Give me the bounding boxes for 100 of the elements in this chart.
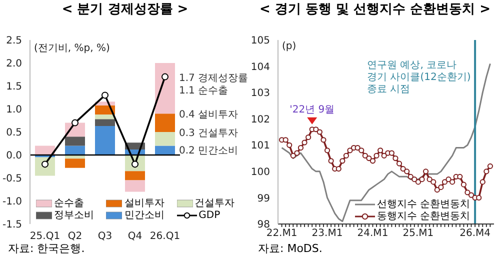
point bbox=[381, 152, 387, 158]
bar bbox=[155, 132, 175, 146]
point bbox=[438, 184, 444, 190]
y-tick-label: 102 bbox=[250, 114, 270, 126]
point bbox=[336, 166, 342, 172]
x-tick-label: Q3 bbox=[98, 231, 112, 242]
y-tick-label: 105 bbox=[250, 36, 270, 47]
annotation: 0.4 설비투자 bbox=[179, 110, 238, 121]
point bbox=[313, 126, 319, 132]
bar bbox=[95, 119, 115, 126]
point bbox=[320, 137, 326, 143]
bar bbox=[95, 114, 115, 120]
point bbox=[306, 134, 312, 140]
point bbox=[362, 152, 368, 158]
x-tick-label: 24.M1 bbox=[357, 228, 388, 240]
x-tick-label: Q4 bbox=[128, 231, 142, 242]
point bbox=[298, 144, 304, 151]
y-axis-title: (p) bbox=[282, 41, 296, 52]
line-series bbox=[281, 62, 491, 222]
point bbox=[302, 140, 308, 146]
bar bbox=[125, 180, 145, 192]
legend-label: GDP bbox=[198, 210, 220, 221]
legend-label: 민간소비 bbox=[124, 210, 164, 221]
point bbox=[446, 176, 452, 182]
point bbox=[316, 129, 322, 135]
chart-title: < 분기 경제성장률 > bbox=[60, 1, 190, 19]
point bbox=[404, 168, 410, 174]
point bbox=[347, 148, 353, 154]
x-tick-label: 22.M1 bbox=[266, 228, 298, 240]
annotation: 1.7 경제성장률 bbox=[179, 72, 248, 84]
point bbox=[460, 182, 466, 188]
chart-title: < 경기 동행 및 선행지수 순환변동치 > bbox=[258, 1, 492, 19]
bar bbox=[125, 171, 145, 180]
bar bbox=[65, 158, 85, 168]
point bbox=[294, 150, 300, 156]
point bbox=[484, 168, 490, 174]
point bbox=[374, 152, 380, 158]
annotation: '22년 9월 bbox=[290, 104, 335, 116]
text: 자료: 한국은행. bbox=[7, 242, 86, 256]
point bbox=[442, 179, 448, 185]
point bbox=[480, 179, 486, 185]
y-tick-label: 100 bbox=[250, 166, 270, 178]
point bbox=[340, 158, 346, 164]
point bbox=[426, 176, 432, 182]
legend-label: 정부소비 bbox=[54, 210, 94, 221]
point bbox=[162, 73, 168, 80]
point bbox=[415, 179, 422, 185]
x-tick-label: Q2 bbox=[68, 231, 82, 242]
point bbox=[400, 166, 406, 172]
point bbox=[487, 163, 494, 169]
annotation: 1.1 순수출 bbox=[179, 86, 228, 97]
bar bbox=[155, 146, 175, 155]
point bbox=[72, 119, 78, 126]
ref-line-label: 연구원 예상, 코로나 경기 사이클(12순환기) 종료 시점 bbox=[367, 60, 471, 95]
bar bbox=[155, 63, 175, 114]
bar bbox=[65, 146, 85, 155]
y-tick-label: 103 bbox=[250, 88, 270, 100]
y-tick-label: -0.5 bbox=[2, 174, 22, 185]
legend-label: 동행지수 순환변동치 bbox=[376, 211, 470, 222]
bar bbox=[65, 136, 85, 146]
point bbox=[102, 92, 108, 99]
point bbox=[422, 168, 429, 174]
y-tick-label: 0.5 bbox=[6, 128, 22, 139]
bar bbox=[95, 126, 115, 155]
y-tick-label: 104 bbox=[250, 62, 270, 73]
point bbox=[290, 152, 296, 158]
point bbox=[324, 148, 330, 154]
point bbox=[434, 187, 440, 193]
point bbox=[396, 160, 402, 166]
y-tick-label: 1.0 bbox=[6, 104, 22, 116]
point bbox=[328, 158, 334, 164]
point bbox=[388, 150, 394, 156]
point bbox=[370, 158, 376, 164]
x-tick-label: 25.Q1 bbox=[30, 231, 60, 242]
x-tick-label: 23.M1 bbox=[312, 228, 343, 240]
y-tick-label: 1.5 bbox=[6, 82, 22, 93]
y-axis-title: (전기비, %p, %) bbox=[34, 42, 110, 55]
y-tick-label: 0.0 bbox=[6, 150, 22, 162]
y-tick-label: 2.5 bbox=[6, 36, 22, 47]
legend-label: 순수출 bbox=[54, 198, 84, 209]
legend-label: 설비투자 bbox=[124, 198, 164, 209]
point bbox=[282, 137, 288, 143]
x-tick-label: 25.M1 bbox=[402, 228, 434, 240]
bar bbox=[155, 114, 175, 132]
x-tick-label: 26.M4 bbox=[460, 228, 491, 240]
text: 자료: MoDS. bbox=[257, 242, 324, 256]
y-tick-label: 98 bbox=[257, 220, 270, 231]
point bbox=[358, 148, 364, 154]
y-tick-label: 99 bbox=[257, 193, 270, 204]
point bbox=[468, 192, 474, 198]
annotation: 0.2 민간소비 bbox=[179, 145, 238, 156]
legend-label: 건설투자 bbox=[194, 198, 235, 209]
point bbox=[366, 155, 372, 162]
y-tick-label: -1.5 bbox=[2, 220, 22, 231]
point bbox=[412, 176, 418, 182]
point bbox=[343, 152, 350, 158]
point bbox=[378, 148, 384, 154]
legend-label: 선행지수 순환변동치 bbox=[376, 199, 470, 210]
y-tick-label: 2.0 bbox=[6, 58, 22, 70]
point bbox=[392, 155, 398, 162]
